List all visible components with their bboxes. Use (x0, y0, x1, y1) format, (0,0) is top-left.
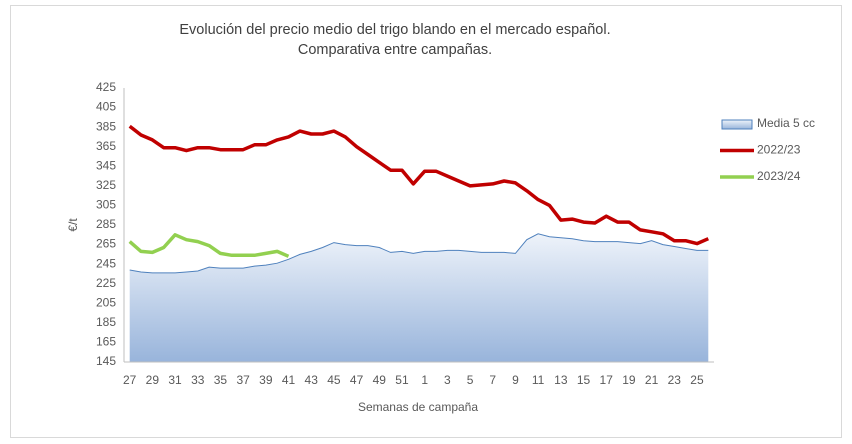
x-tick-label: 39 (259, 373, 273, 387)
x-tick-label: 35 (214, 373, 228, 387)
legend-swatch (721, 119, 753, 130)
x-tick-label: 13 (554, 373, 568, 387)
x-tick-label: 17 (600, 373, 614, 387)
x-tick-label: 49 (373, 373, 387, 387)
y-tick-label: 245 (96, 256, 116, 270)
y-tick-label: 425 (96, 80, 116, 94)
series-line (128, 233, 290, 258)
y-tick-label: 365 (96, 139, 116, 153)
chart-title: Comparativa entre campañas. (298, 42, 492, 58)
x-tick-label: 3 (444, 373, 451, 387)
x-tick-label: 23 (668, 373, 682, 387)
x-axis-label: Semanas de campaña (358, 400, 478, 414)
y-tick-label: 285 (96, 217, 116, 231)
area-line (129, 233, 709, 274)
x-tick-label: 41 (282, 373, 296, 387)
x-tick-label: 47 (350, 373, 364, 387)
y-tick-label: 325 (96, 178, 116, 192)
y-tick-label: 225 (96, 276, 116, 290)
legend-label: Media 5 cc (757, 116, 815, 130)
y-tick-label: 385 (96, 119, 116, 133)
x-tick-label: 45 (327, 373, 341, 387)
x-tick-label: 33 (191, 373, 205, 387)
x-tick-label: 31 (168, 373, 182, 387)
x-tick-label: 7 (489, 373, 496, 387)
x-tick-label: 37 (236, 373, 250, 387)
legend-label: 2023/24 (757, 169, 801, 183)
x-tick-label: 19 (622, 373, 636, 387)
x-tick-label: 43 (305, 373, 319, 387)
x-tick-label: 51 (395, 373, 409, 387)
y-tick-label: 305 (96, 198, 116, 212)
chart-frame (10, 5, 842, 438)
x-tick-label: 25 (690, 373, 704, 387)
chart-title: Evolución del precio medio del trigo bla… (179, 22, 610, 38)
legend-label: 2022/23 (757, 143, 801, 157)
y-tick-label: 185 (96, 315, 116, 329)
x-tick-label: 9 (512, 373, 519, 387)
series-line (128, 124, 709, 246)
x-tick-label: 29 (146, 373, 160, 387)
x-tick-label: 1 (421, 373, 428, 387)
y-axis-label: €/t (66, 218, 80, 232)
y-tick-label: 145 (96, 354, 116, 368)
y-tick-label: 205 (96, 295, 116, 309)
x-tick-label: 27 (123, 373, 137, 387)
x-tick-label: 21 (645, 373, 659, 387)
x-tick-label: 11 (532, 373, 545, 387)
x-tick-label: 5 (467, 373, 474, 387)
y-tick-label: 345 (96, 158, 116, 172)
y-tick-label: 405 (96, 100, 116, 114)
y-tick-label: 165 (96, 335, 116, 349)
x-tick-label: 15 (577, 373, 591, 387)
y-tick-label: 265 (96, 237, 116, 251)
area-fill (129, 233, 709, 362)
